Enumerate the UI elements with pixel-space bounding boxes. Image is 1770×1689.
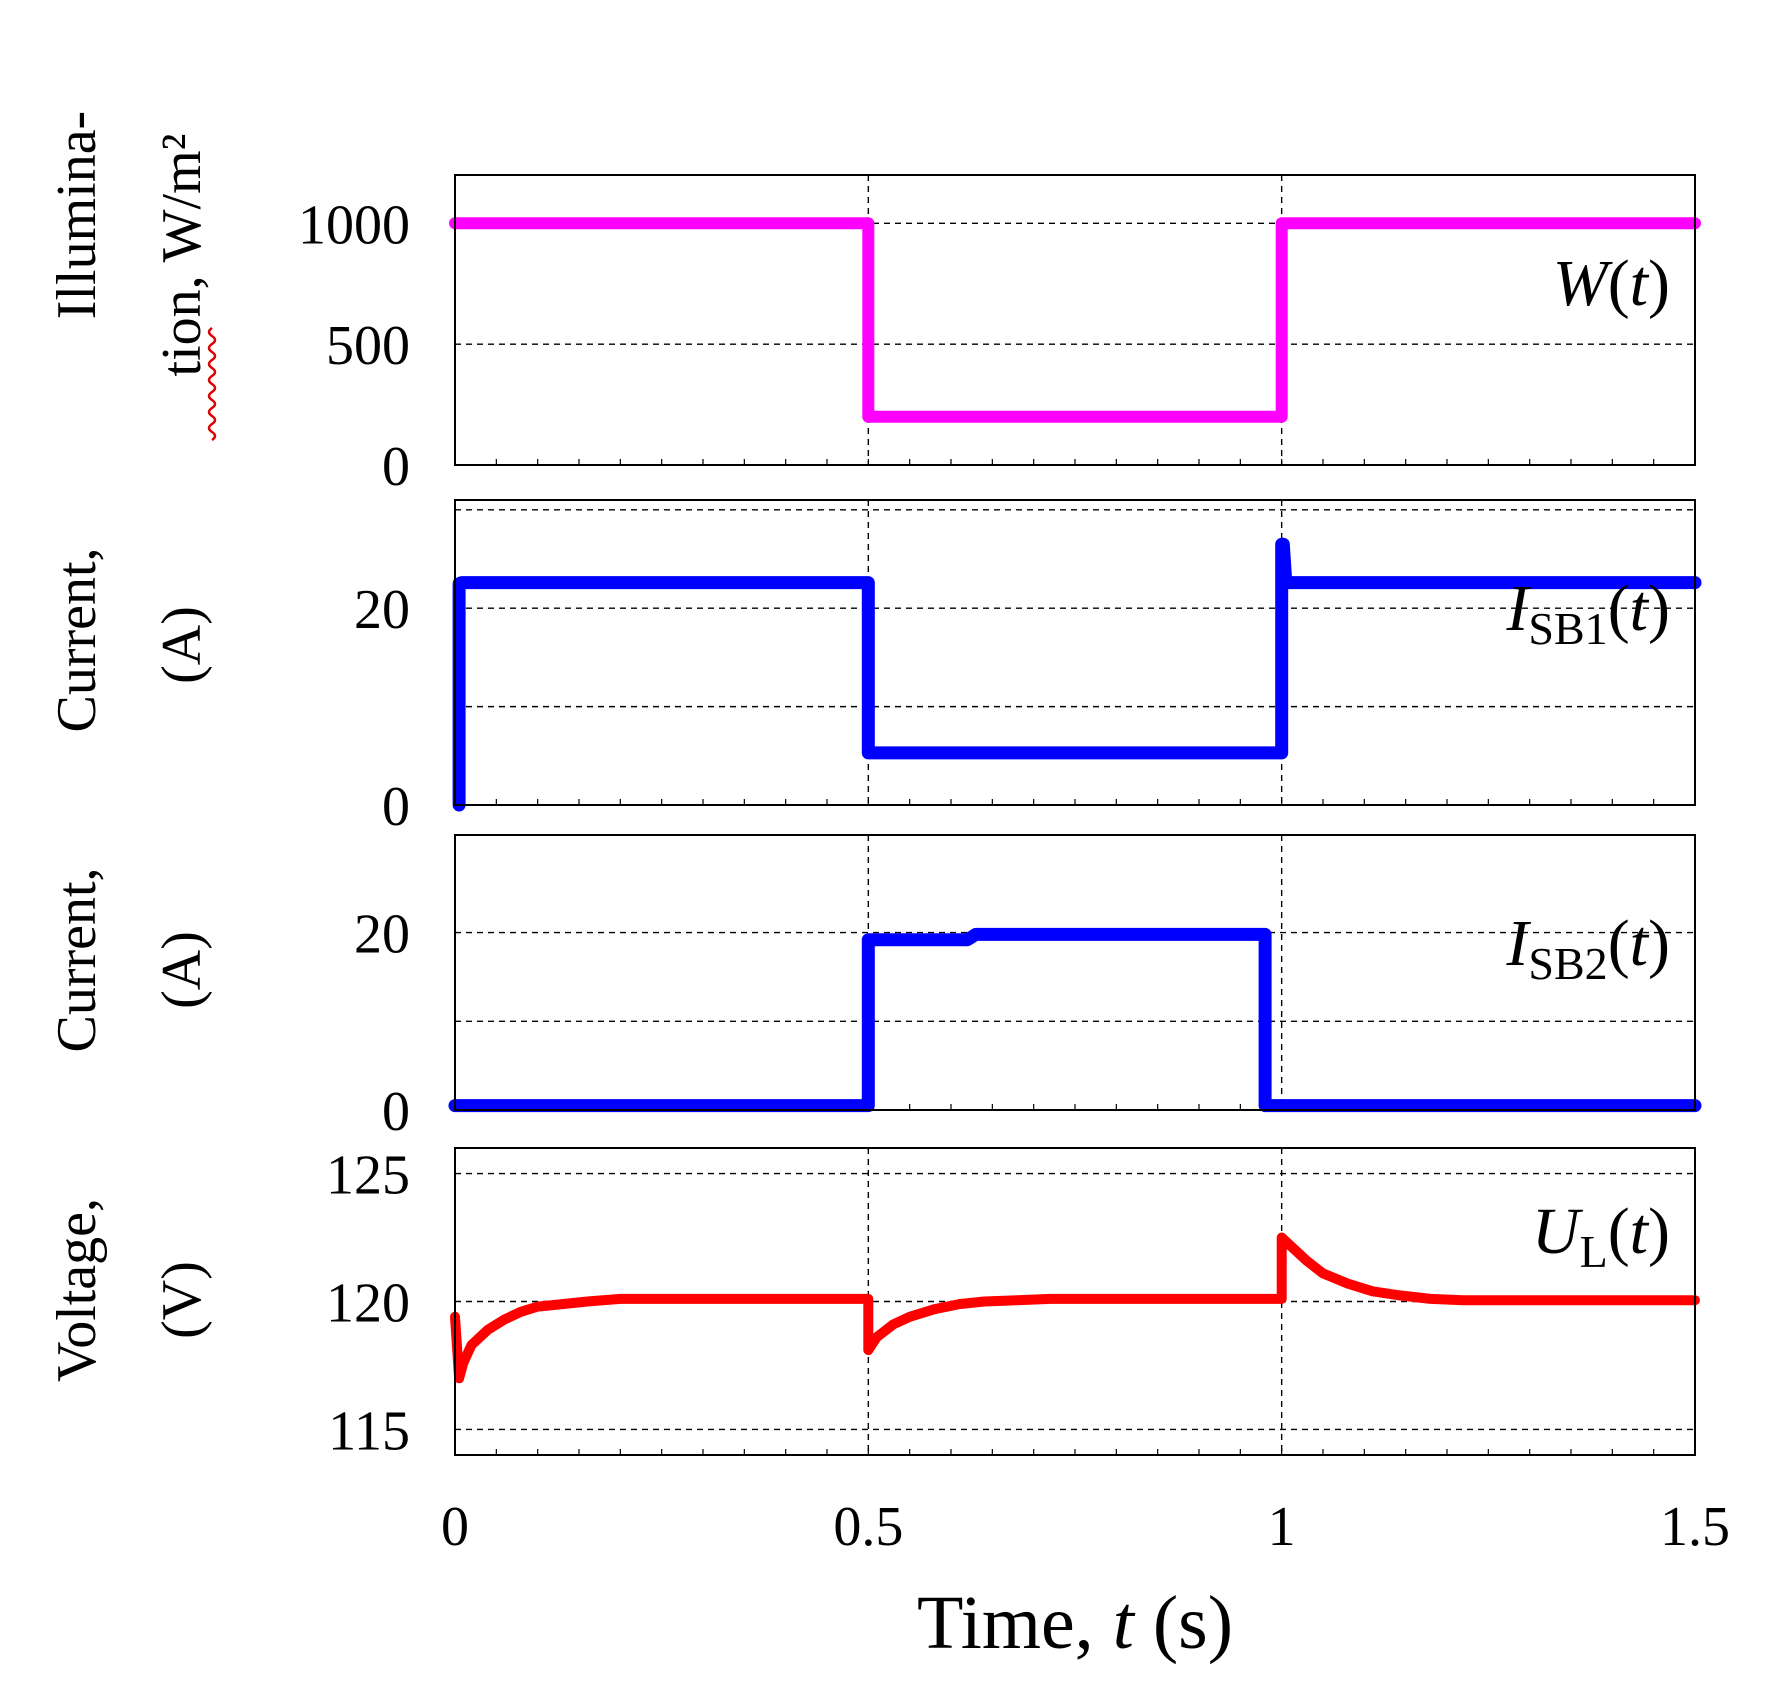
series-line-voltage [450,1232,1700,1384]
x-axis-label: Time, t (s) [917,1581,1233,1665]
y-label-current2-line1: Current, [46,867,108,1052]
series-label-current_sb2: ISB2(t) [1505,907,1670,989]
panel-current_sb2: 0 20 ISB2(t) [354,834,1702,1143]
panel-voltage: 115 120 125 UL(t) [326,1145,1700,1462]
x-tick-label: 1.5 [1660,1496,1730,1558]
x-axis: 0 0.5 1 1.5 Time, t (s) [441,1496,1730,1665]
y-label-illumination-line2: tion, W/m² [151,134,213,377]
y-label-voltage-line1: Voltage, [46,1198,108,1382]
x-tick-label: 1 [1268,1496,1296,1558]
series-line-current_sb1 [452,537,1702,812]
y-label-current2-line2: (A) [151,931,213,1009]
y-label-current1-line1: Current, [46,547,108,732]
panel-illumination: 0 500 1000 W(t) [298,174,1701,498]
y-tick-label: 500 [326,315,410,377]
y-tick-label: 0 [382,776,410,838]
panel-frame [454,1147,1696,1456]
series-line-illumination [449,217,1701,423]
y-tick-label: 0 [382,436,410,498]
series-label-illumination: W(t) [1553,247,1670,320]
chart-panels: 0 500 1000 W(t) 0 20 ISB1(t) 0 20 ISB2(t) 115 120 12… [298,174,1702,1462]
series-line-current_sb2 [448,927,1702,1113]
y-label-illumination-line1: Illumina- [46,111,108,319]
y-tick-label: 0 [382,1081,410,1143]
x-tick-label: 0 [441,1496,469,1558]
y-tick-label: 1000 [298,194,410,256]
panel-frame [454,174,1696,466]
y-tick-label: 115 [328,1400,410,1462]
spellcheck-underline [207,326,217,442]
x-tick-label: 0.5 [833,1496,903,1558]
panel-current_sb1: 0 20 ISB1(t) [354,499,1702,838]
y-tick-label: 125 [326,1145,410,1207]
series-label-current_sb1: ISB1(t) [1505,572,1670,654]
y-label-voltage-line2: (V) [151,1261,213,1339]
panel-frame [454,834,1696,1111]
y-tick-label: 20 [354,579,410,641]
y-axis-labels: Illumina-tion, W/m² Current, (A) Current, (A… [46,111,217,1382]
y-tick-label: 120 [326,1273,410,1335]
y-tick-label: 20 [354,904,410,966]
y-label-current1-line2: (A) [151,606,213,684]
panel-frame [454,499,1696,806]
series-label-voltage: UL(t) [1532,1195,1670,1277]
